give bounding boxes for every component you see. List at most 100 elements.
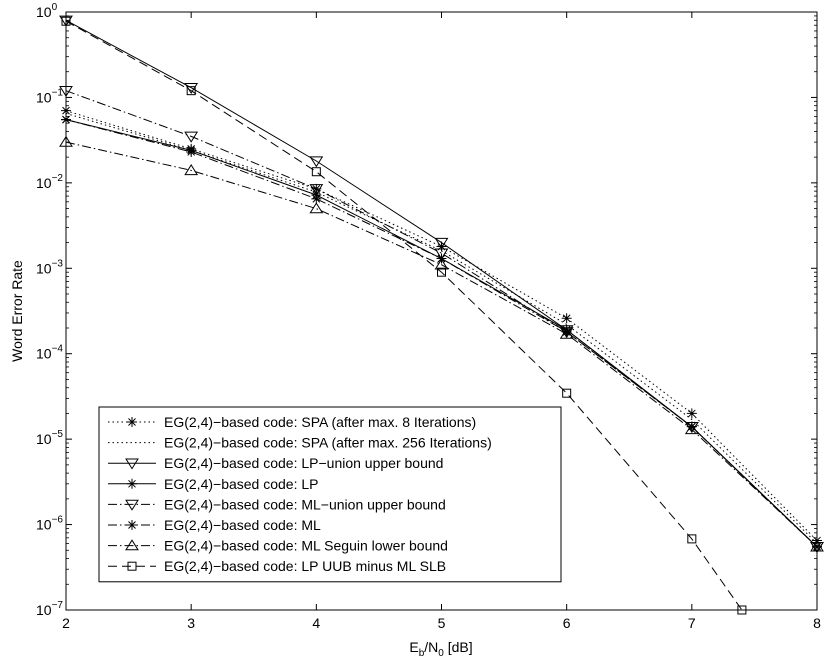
- x-tick-label: 8: [813, 615, 821, 631]
- series-layer: [59, 15, 824, 615]
- legend-entry: EG(2,4)−based code: SPA (after max. 256 …: [108, 435, 492, 451]
- legend-label: EG(2,4)−based code: LP−union upper bound: [164, 455, 443, 471]
- star-marker: [686, 408, 697, 419]
- triangle-down-marker: [434, 237, 449, 249]
- data-point: [686, 421, 697, 432]
- legend-label: EG(2,4)−based code: SPA (after max. 8 It…: [164, 414, 476, 430]
- legend-entry: EG(2,4)−based code: SPA (after max. 8 It…: [108, 414, 476, 430]
- legend-entry: EG(2,4)−based code: LP UUB minus ML SLB: [108, 558, 446, 574]
- x-tick-label: 4: [312, 615, 320, 631]
- star-marker: [127, 417, 137, 427]
- square-marker: [737, 605, 747, 615]
- legend-entry: EG(2,4)−based code: LP: [108, 476, 319, 492]
- star-marker: [812, 541, 822, 552]
- axis-ticks: 2 3 4 5 6 7 8 100 10−1 10−2 10−3 10−4 10−5 10−6 10−7: [36, 2, 821, 631]
- legend-label: EG(2,4)−based code: ML: [164, 517, 321, 533]
- square-marker: [61, 16, 71, 26]
- data-point: [684, 423, 699, 435]
- data-point: [61, 105, 71, 116]
- star-marker: [561, 326, 572, 337]
- x-tick-label: 7: [688, 615, 696, 631]
- data-point: [59, 15, 73, 27]
- data-point: [311, 167, 321, 177]
- square-marker: [437, 267, 446, 277]
- square-marker: [687, 534, 697, 544]
- star-marker: [61, 114, 71, 125]
- triangle-down-marker: [125, 499, 139, 511]
- legend-label: EG(2,4)−based code: LP UUB minus ML SLB: [164, 558, 446, 574]
- y-tick-label: 10−3: [36, 258, 63, 276]
- legend-label: EG(2,4)−based code: LP: [164, 476, 319, 492]
- data-point: [434, 258, 449, 270]
- triangle-up-marker: [434, 258, 449, 270]
- x-tick-label: 5: [438, 615, 446, 631]
- series-line: [65, 141, 818, 548]
- x-tick-label: 3: [187, 615, 195, 631]
- star-marker: [186, 146, 197, 157]
- x-tick-label: 2: [62, 615, 70, 631]
- data-point: [687, 534, 697, 544]
- y-tick-label: 10−1: [36, 87, 63, 105]
- data-point: [61, 16, 71, 26]
- y-tick-label: 10−6: [36, 515, 63, 533]
- y-axis-label: Word Error Rate: [9, 260, 25, 362]
- square-marker: [562, 388, 572, 398]
- data-point: [559, 327, 574, 339]
- data-point: [562, 388, 572, 398]
- data-point: [561, 326, 572, 337]
- x-tick-label: 6: [563, 615, 571, 631]
- triangle-down-marker: [184, 131, 199, 143]
- data-point: [434, 248, 449, 260]
- data-point: [686, 408, 697, 419]
- square-marker: [127, 561, 137, 571]
- data-point: [184, 82, 199, 95]
- triangle-down-marker: [59, 15, 73, 27]
- data-point: [184, 164, 199, 176]
- data-point: [59, 85, 73, 98]
- legend-entry: EG(2,4)−based code: ML: [108, 517, 321, 533]
- x-axis-label: Eb/N0 [dB]: [409, 639, 472, 659]
- triangle-up-marker: [810, 540, 824, 552]
- series-7: [59, 135, 824, 552]
- data-point: [309, 202, 324, 214]
- series-line: [65, 20, 743, 611]
- triangle-down-marker: [309, 156, 324, 168]
- triangle-down-marker: [309, 184, 324, 196]
- legend-label: EG(2,4)−based code: SPA (after max. 256 …: [164, 435, 492, 451]
- data-point: [184, 131, 199, 143]
- y-tick-label: 10−2: [36, 173, 63, 191]
- legend-entry: EG(2,4)−based code: ML Seguin lower boun…: [108, 538, 448, 554]
- star-marker: [686, 421, 697, 432]
- triangle-down-marker: [59, 85, 73, 98]
- data-point: [309, 156, 324, 168]
- y-tick-label: 10−4: [36, 344, 63, 362]
- star-marker: [561, 313, 572, 324]
- square-marker: [311, 167, 321, 177]
- y-tick-label: 10−5: [36, 429, 63, 447]
- data-point: [810, 540, 824, 552]
- star-marker: [127, 478, 137, 489]
- star-marker: [127, 520, 137, 530]
- series-8: [61, 16, 747, 615]
- data-point: [561, 313, 572, 324]
- star-marker: [61, 105, 71, 116]
- legend-label: EG(2,4)−based code: ML Seguin lower boun…: [164, 538, 448, 554]
- data-point: [311, 193, 322, 204]
- triangle-down-marker: [125, 458, 139, 470]
- legend-entry: EG(2,4)−based code: ML−union upper bound: [108, 496, 446, 512]
- data-point: [61, 114, 71, 125]
- star-marker: [311, 193, 322, 204]
- data-point: [437, 267, 446, 277]
- triangle-down-marker: [434, 248, 449, 260]
- triangle-up-marker: [684, 423, 699, 435]
- data-point: [59, 135, 73, 147]
- legend-label: EG(2,4)−based code: ML−union upper bound: [164, 496, 446, 512]
- data-point: [186, 146, 197, 157]
- data-point: [186, 86, 196, 96]
- triangle-up-marker: [125, 539, 139, 551]
- y-tick-label: 100: [36, 2, 58, 20]
- triangle-up-marker: [559, 327, 574, 339]
- data-point: [737, 605, 747, 615]
- star-marker: [436, 241, 447, 252]
